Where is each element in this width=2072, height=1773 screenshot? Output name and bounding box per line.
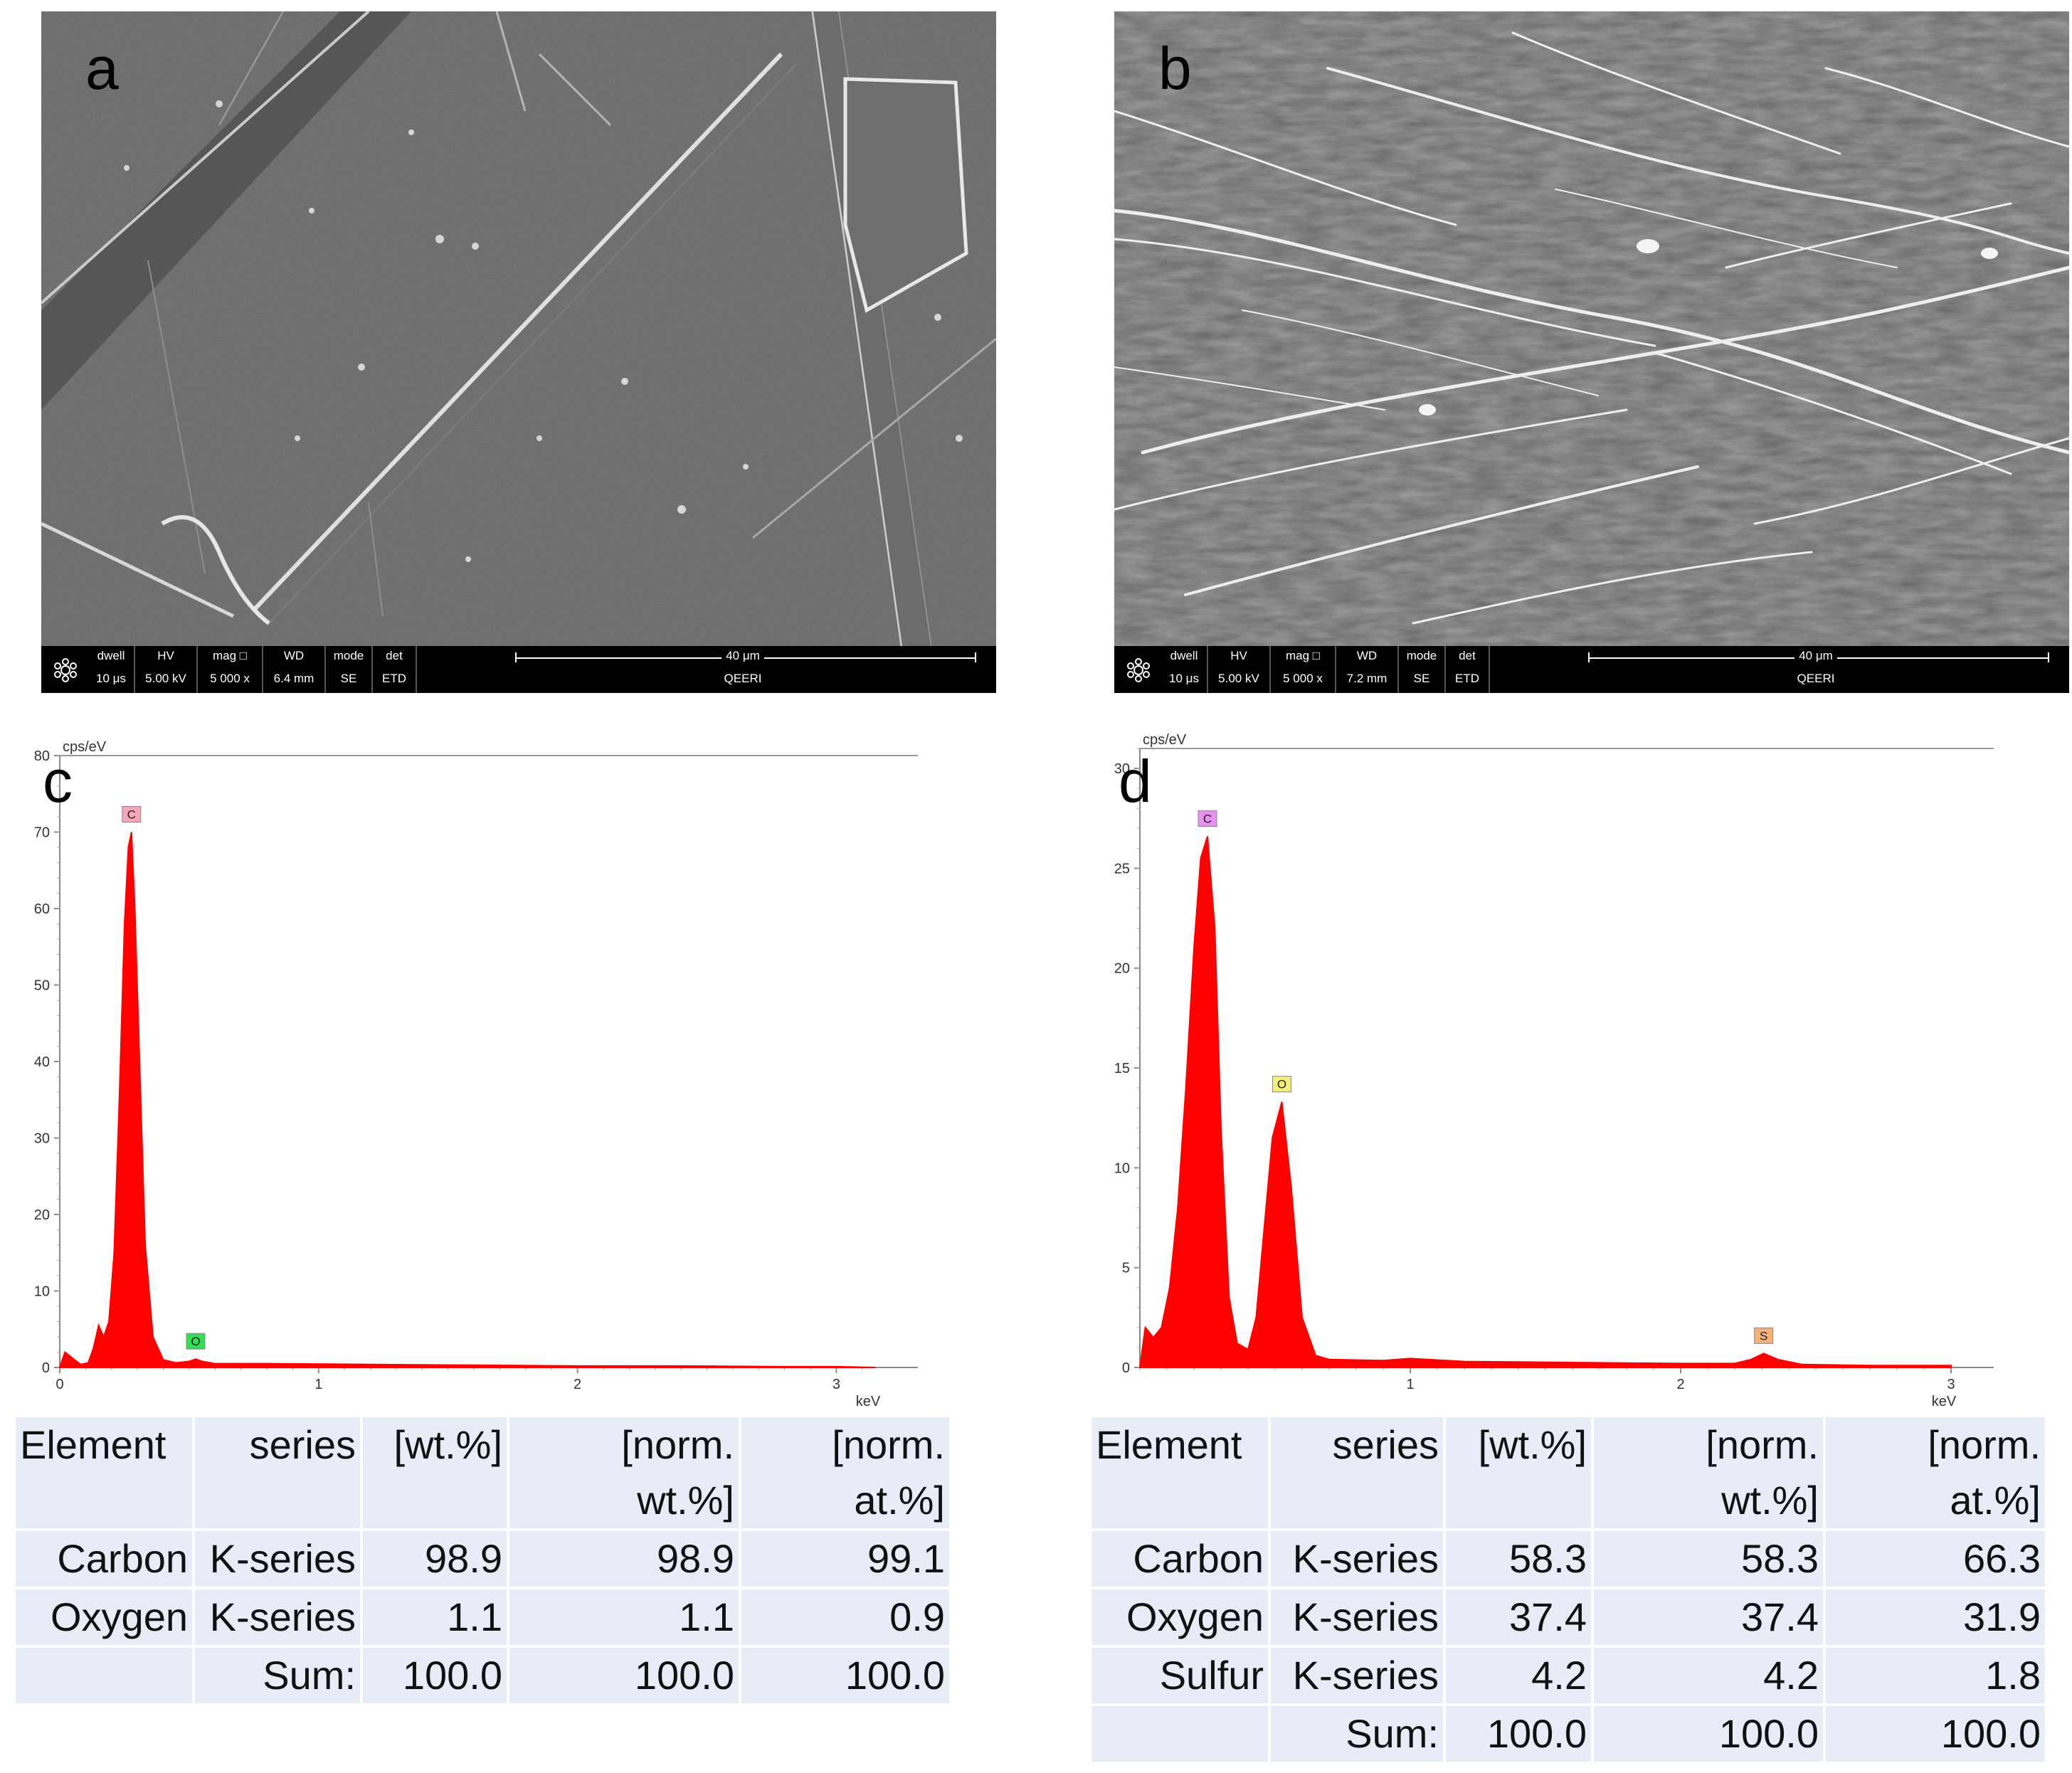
info-mag: mag □ 5 000 x <box>1271 646 1336 693</box>
header-element: Element <box>16 1417 192 1528</box>
peak-label: C <box>127 808 136 822</box>
sem-info-bar-b: dwell 10 μs HV 5.00 kV mag □ 5 000 x WD 7.2 … <box>1114 646 2069 693</box>
y-tick-label: 5 <box>1122 1261 1130 1276</box>
x-axis-label: keV <box>856 1394 881 1409</box>
info-wd: WD 7.2 mm <box>1336 646 1399 693</box>
info-dwell: dwell 10 μs <box>1161 646 1208 693</box>
spectrum-area <box>1138 836 1952 1368</box>
header-norm-wt: [norm. wt.%] <box>509 1417 739 1528</box>
sem-texture-a <box>41 11 996 646</box>
table-header-row: Element series [wt.%] [norm. wt.%] [norm… <box>16 1417 949 1528</box>
peak-label-box <box>186 1333 206 1350</box>
scale-label-b: 40 μm <box>1794 649 1837 662</box>
peak-label: O <box>1277 1078 1286 1091</box>
table-row: Carbon K-series 58.3 58.3 66.3 <box>1092 1531 2045 1587</box>
info-hv: HV 5.00 kV <box>1208 646 1271 693</box>
y-tick-label: 15 <box>1114 1061 1130 1076</box>
table-row: Oxygen K-series 37.4 37.4 31.9 <box>1092 1589 2045 1645</box>
table-row: Carbon K-series 98.9 98.9 99.1 <box>16 1531 949 1587</box>
panel-label-b: b <box>1158 35 1192 102</box>
header-series: series <box>195 1417 360 1528</box>
panel-label-a: a <box>85 35 119 102</box>
info-det: det ETD <box>1446 646 1490 693</box>
x-tick-label: 2 <box>1676 1377 1684 1392</box>
spectrum-area <box>58 832 876 1368</box>
info-mag: mag □ 5 000 x <box>198 646 263 693</box>
org-label-a: QEERI <box>724 672 762 685</box>
peak-label-box <box>122 806 142 822</box>
info-dwell: dwell 10 μs <box>88 646 135 693</box>
table-row: Oxygen K-series 1.1 1.1 0.9 <box>16 1589 949 1645</box>
sem-micrograph-b: b <box>1114 11 2069 646</box>
x-tick-label: 1 <box>314 1377 322 1392</box>
eds-plot-c: 0 10 20 30 40 50 60 70 80 0 1 2 3 cps/eV keV C O <box>34 739 918 1409</box>
peak-label-box <box>1754 1327 1774 1344</box>
y-tick-label: 10 <box>1114 1160 1130 1176</box>
table-sum-row: Sum: 100.0 100.0 100.0 <box>16 1648 949 1703</box>
y-tick-label: 20 <box>1114 961 1130 977</box>
x-tick-label: 2 <box>574 1377 581 1392</box>
y-tick-label: 30 <box>34 1131 50 1147</box>
composition-table-d: Element series [wt.%] [norm. wt.%] [norm… <box>1089 1414 2048 1764</box>
header-norm-wt: [norm. wt.%] <box>1594 1417 1823 1528</box>
sem-micrograph-a: a <box>41 11 996 646</box>
y-tick-label: 0 <box>1122 1360 1130 1376</box>
table-row: Sulfur K-series 4.2 4.2 1.8 <box>1092 1648 2045 1703</box>
y-axis-label: cps/eV <box>1143 732 1187 748</box>
panel-label-c: c <box>43 748 73 815</box>
y-tick-label: 20 <box>34 1207 50 1223</box>
peak-label: O <box>191 1335 200 1348</box>
peak-label-box <box>1272 1076 1291 1093</box>
sem-image-b: b dwell 10 μs HV 5.00 kV mag □ 5 000 x WD 7.… <box>1114 11 2069 706</box>
y-tick-label: 25 <box>1114 861 1130 877</box>
header-element: Element <box>1092 1417 1268 1528</box>
header-wt: [wt.%] <box>1446 1417 1591 1528</box>
info-mode: mode SE <box>1399 646 1446 693</box>
info-wd: WD 6.4 mm <box>263 646 326 693</box>
header-wt: [wt.%] <box>363 1417 507 1528</box>
panel-label-d: d <box>1119 748 1152 815</box>
y-axis-label: cps/eV <box>63 739 107 755</box>
fei-logo-icon <box>54 658 77 682</box>
y-tick-label: 0 <box>42 1360 50 1376</box>
header-norm-at: [norm. at.%] <box>741 1417 949 1528</box>
scale-bar-a: 40 μm QEERI <box>490 646 996 693</box>
scale-label-a: 40 μm <box>722 649 764 662</box>
eds-spectrum-d: 0 5 10 15 20 25 30 1 2 3 cps/eV keV C O S d <box>1076 726 2072 1416</box>
x-tick-label: 0 <box>56 1377 63 1392</box>
y-tick-label: 50 <box>34 978 50 994</box>
x-axis-label: keV <box>1932 1394 1957 1409</box>
y-tick-label: 60 <box>34 901 50 917</box>
x-tick-label: 1 <box>1406 1377 1414 1392</box>
header-series: series <box>1271 1417 1443 1528</box>
y-tick-label: 10 <box>34 1284 50 1300</box>
info-hv: HV 5.00 kV <box>135 646 198 693</box>
info-det: det ETD <box>373 646 417 693</box>
peak-label: S <box>1760 1329 1767 1343</box>
y-tick-label: 40 <box>34 1054 50 1070</box>
sem-texture-b <box>1114 11 2069 646</box>
table-header-row: Element series [wt.%] [norm. wt.%] [norm… <box>1092 1417 2045 1528</box>
y-tick-label: 80 <box>34 748 50 764</box>
sem-info-bar-a: dwell 10 μs HV 5.00 kV mag □ 5 000 x WD 6.4 … <box>41 646 996 693</box>
x-tick-label: 3 <box>832 1377 840 1392</box>
scale-bar-b: 40 μm QEERI <box>1563 646 2069 693</box>
composition-table-c: Element series [wt.%] [norm. wt.%] [norm… <box>13 1414 952 1706</box>
fei-logo-icon <box>1127 658 1150 682</box>
org-label-b: QEERI <box>1797 672 1835 685</box>
info-mode: mode SE <box>326 646 373 693</box>
header-norm-at: [norm. at.%] <box>1826 1417 2045 1528</box>
sem-image-a: a dwell 10 μs HV 5.00 kV mag □ 5 000 x WD 6.… <box>41 11 996 706</box>
table-sum-row: Sum: 100.0 100.0 100.0 <box>1092 1706 2045 1762</box>
eds-plot-d: 0 5 10 15 20 25 30 1 2 3 cps/eV keV C O S <box>1114 732 1994 1409</box>
x-tick-label: 3 <box>1947 1377 1955 1392</box>
eds-spectrum-c: 0 10 20 30 40 50 60 70 80 0 1 2 3 cps/eV keV C O c <box>0 726 996 1416</box>
y-tick-label: 70 <box>34 825 50 841</box>
y-tick-label: 30 <box>1114 761 1130 777</box>
peak-label-box <box>1198 810 1217 827</box>
peak-label: C <box>1203 812 1212 825</box>
